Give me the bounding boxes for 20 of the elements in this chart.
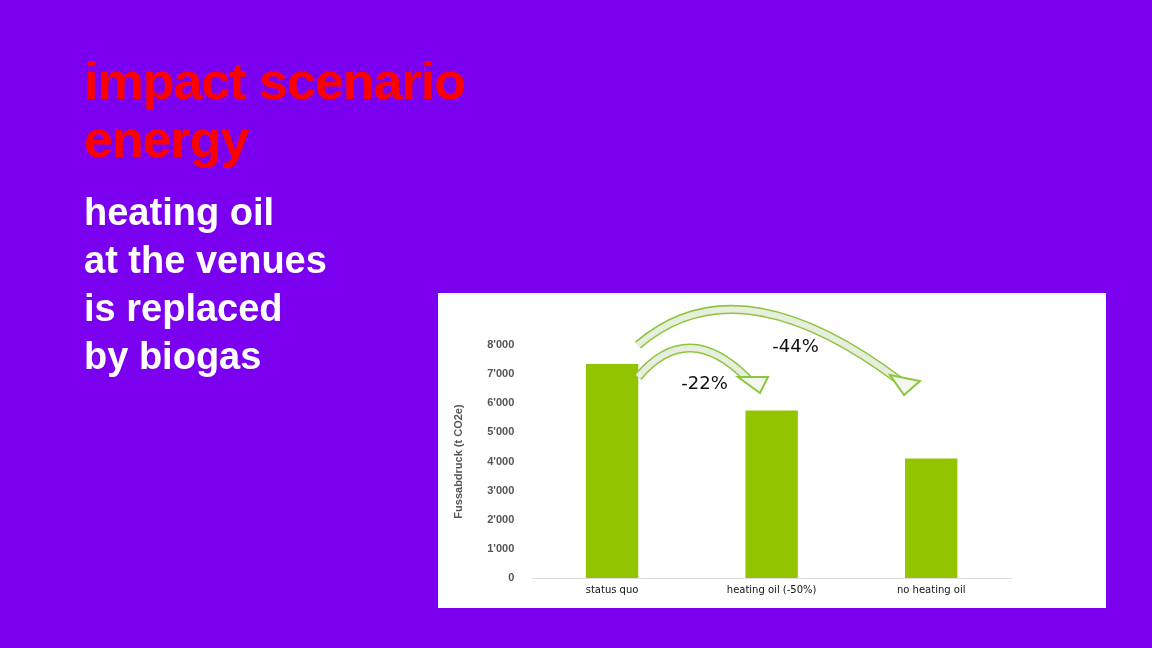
y-tick-label: 7'000 (487, 367, 515, 380)
bar (745, 410, 798, 578)
y-tick-label: 2'000 (487, 512, 515, 525)
y-tick-label: 5'000 (487, 425, 515, 438)
annotation: -22% (681, 372, 728, 394)
bar (585, 363, 639, 578)
y-tick-label: 8'000 (487, 338, 515, 351)
y-tick-label: 1'000 (487, 541, 515, 554)
x-tick-label: heating oil (-50%) (726, 583, 817, 595)
x-tick-label: status quo (585, 583, 639, 595)
y-axis-title: Fussabdruck (t CO2e) (451, 404, 464, 519)
y-tick-label: 4'000 (487, 454, 515, 467)
text: heating oil at the venues is replaced by biogas (84, 190, 327, 379)
y-tick-label: 3'000 (487, 483, 515, 496)
annotation: -44% (772, 334, 819, 356)
x-tick-label: no heating oil (896, 583, 966, 595)
chart-title: impact scenario energy (84, 52, 466, 168)
y-tick-label: 0 (508, 571, 515, 584)
y-tick-label: 6'000 (487, 396, 515, 409)
bar (905, 458, 958, 578)
